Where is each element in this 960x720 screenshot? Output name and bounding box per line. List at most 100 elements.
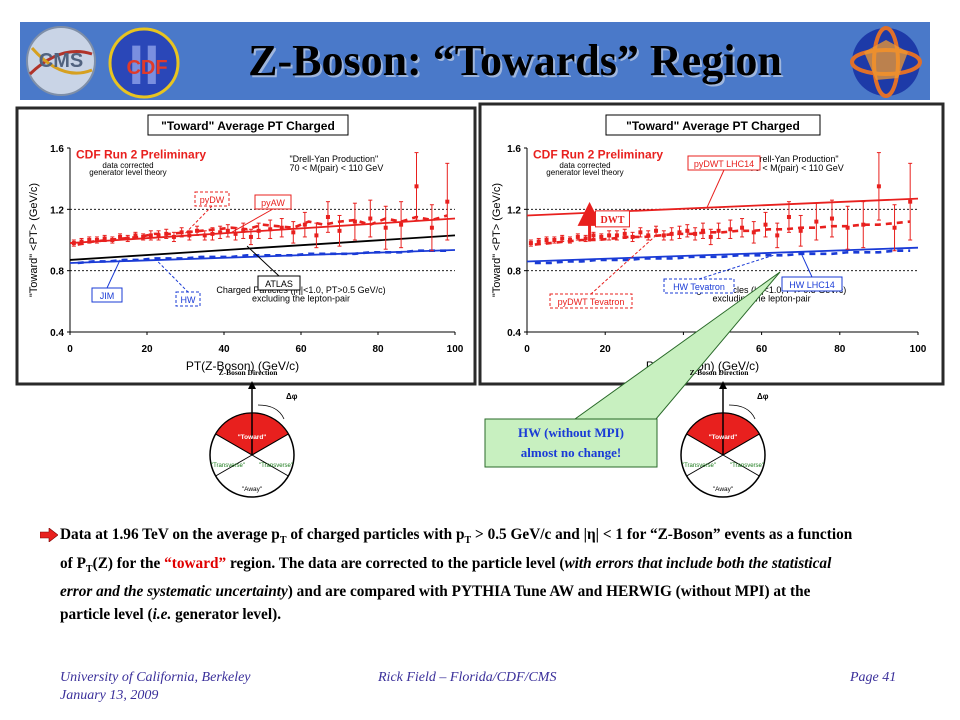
data-point bbox=[751, 230, 756, 235]
label-pydwt-tevatron-leader bbox=[590, 235, 657, 295]
data-point bbox=[87, 238, 92, 242]
x-tick-label: 20 bbox=[600, 344, 612, 355]
data-point bbox=[368, 216, 373, 221]
cdf-logo-text: CDF bbox=[126, 57, 167, 79]
label-pydw-text: pyDW bbox=[200, 195, 225, 205]
data-point bbox=[700, 228, 705, 233]
region-divider bbox=[251, 433, 289, 456]
cdf-logo: II CDF bbox=[108, 27, 180, 99]
data-point bbox=[256, 228, 261, 233]
data-point bbox=[225, 228, 230, 233]
chart-title-box bbox=[605, 114, 821, 136]
data-point bbox=[241, 228, 246, 233]
data-point bbox=[544, 238, 549, 242]
data-point bbox=[279, 225, 284, 230]
data-point bbox=[876, 184, 881, 189]
data-point bbox=[195, 228, 200, 233]
particles-label-1: Charged Particles (|η|<1.0, PT>0.5 GeV/c… bbox=[216, 285, 385, 295]
particles-label-2: excluding the lepton-pair bbox=[252, 293, 350, 303]
data-point bbox=[583, 236, 588, 241]
process-label-2: 70 < M(pair) < 110 GeV bbox=[750, 163, 844, 173]
callout-line-1: HW (without MPI) bbox=[518, 425, 624, 440]
label-jim-leader bbox=[106, 259, 121, 289]
data-point bbox=[661, 233, 666, 238]
label-hw-text: HW bbox=[181, 295, 196, 305]
label-pydw-leader bbox=[185, 205, 213, 234]
left-chart: "Toward" Average PT Charged 0.4 0.8 1.2 1.6 0… bbox=[15, 106, 477, 386]
body-sub-2: T bbox=[464, 535, 472, 547]
data-point bbox=[622, 231, 627, 236]
x-tick-label: 100 bbox=[447, 344, 464, 355]
data-point bbox=[210, 231, 215, 236]
process-label-2: 70 < M(pair) < 110 GeV bbox=[289, 163, 383, 173]
callout-line-2: almost no change! bbox=[521, 445, 621, 460]
data-point bbox=[677, 230, 682, 235]
x-tick-label: 60 bbox=[756, 344, 768, 355]
corrected-label-2: generator level theory bbox=[546, 168, 623, 177]
data-point bbox=[414, 184, 419, 189]
label-hw-lhc14-text: HW LHC14 bbox=[789, 280, 835, 290]
cms-logo: CMS bbox=[26, 26, 96, 96]
label-hw-tevatron-leader bbox=[698, 254, 774, 280]
data-point bbox=[740, 225, 745, 230]
data-point bbox=[693, 231, 698, 236]
label-hw-lhc14-leader bbox=[800, 252, 813, 278]
data-point bbox=[291, 230, 296, 235]
footer-author: Rick Field – Florida/CDF/CMS bbox=[378, 670, 557, 685]
data-point bbox=[599, 234, 604, 239]
x-axis-label: PT(Z-Boson) (GeV/c) bbox=[186, 359, 299, 373]
label-atlas-text: ATLAS bbox=[265, 279, 293, 289]
data-point bbox=[125, 236, 130, 241]
chart-frame bbox=[15, 106, 477, 386]
data-point bbox=[352, 219, 357, 224]
preliminary-label: CDF Run 2 Preliminary bbox=[533, 148, 663, 162]
data-point bbox=[728, 227, 733, 232]
away-label: "Away" bbox=[242, 486, 263, 493]
data-point bbox=[110, 238, 115, 242]
label-hw-tevatron-box bbox=[663, 278, 735, 294]
y-tick-label: 1.6 bbox=[507, 144, 521, 155]
data-point bbox=[164, 231, 169, 236]
data-point bbox=[156, 233, 161, 238]
body-toward-highlight: “toward” bbox=[164, 554, 227, 572]
y-tick-label: 1.2 bbox=[50, 205, 64, 216]
y-tick-label: 1.2 bbox=[507, 205, 521, 216]
toward-label: "Toward" bbox=[238, 434, 267, 441]
data-point bbox=[302, 222, 307, 227]
particles-label-2: excluding the lepton-pair bbox=[713, 293, 811, 303]
chart-title-box bbox=[147, 114, 349, 136]
corrected-label-1: data corrected bbox=[102, 161, 153, 170]
label-pyaw-box bbox=[254, 194, 292, 210]
data-point bbox=[908, 199, 913, 204]
y-tick-label: 0.4 bbox=[50, 328, 64, 339]
data-point bbox=[708, 234, 713, 239]
region-diagram-left: Z-Boson Direction Δφ "Toward" "Transverse" "… bbox=[209, 368, 298, 498]
dwt-box bbox=[594, 210, 630, 228]
transverse-label-right: "Transverse" bbox=[730, 463, 764, 469]
data-point bbox=[568, 238, 573, 242]
data-point bbox=[716, 228, 721, 233]
corrected-label-2: generator level theory bbox=[89, 168, 166, 177]
corrected-label-1: data corrected bbox=[559, 161, 610, 170]
y-tick-label: 0.8 bbox=[50, 267, 64, 278]
body-part-6: ) and are compared with PYTHIA Tune AW a… bbox=[60, 583, 811, 623]
dwt-label: DWT bbox=[601, 215, 625, 226]
series-line-pyaw bbox=[69, 217, 456, 244]
callout-box bbox=[484, 418, 658, 468]
delta-phi-arc bbox=[728, 404, 756, 420]
label-hw-box bbox=[175, 291, 201, 307]
y-tick-label: 0.8 bbox=[507, 267, 521, 278]
data-point bbox=[233, 231, 238, 236]
body-part-7: generator level). bbox=[171, 605, 282, 623]
transverse-label-left: "Transverse" bbox=[682, 463, 716, 469]
data-point bbox=[337, 228, 342, 233]
data-point bbox=[179, 230, 184, 235]
delta-phi-label: Δφ bbox=[286, 392, 298, 401]
florida-logo bbox=[850, 26, 922, 98]
label-hw-tevatron-text: HW Tevatron bbox=[673, 282, 725, 292]
data-point bbox=[102, 236, 107, 241]
description-text: Data at 1.96 TeV on the average pT of ch… bbox=[60, 524, 860, 626]
data-point bbox=[669, 231, 674, 236]
data-point bbox=[814, 219, 819, 224]
label-pydw-box bbox=[194, 191, 230, 207]
